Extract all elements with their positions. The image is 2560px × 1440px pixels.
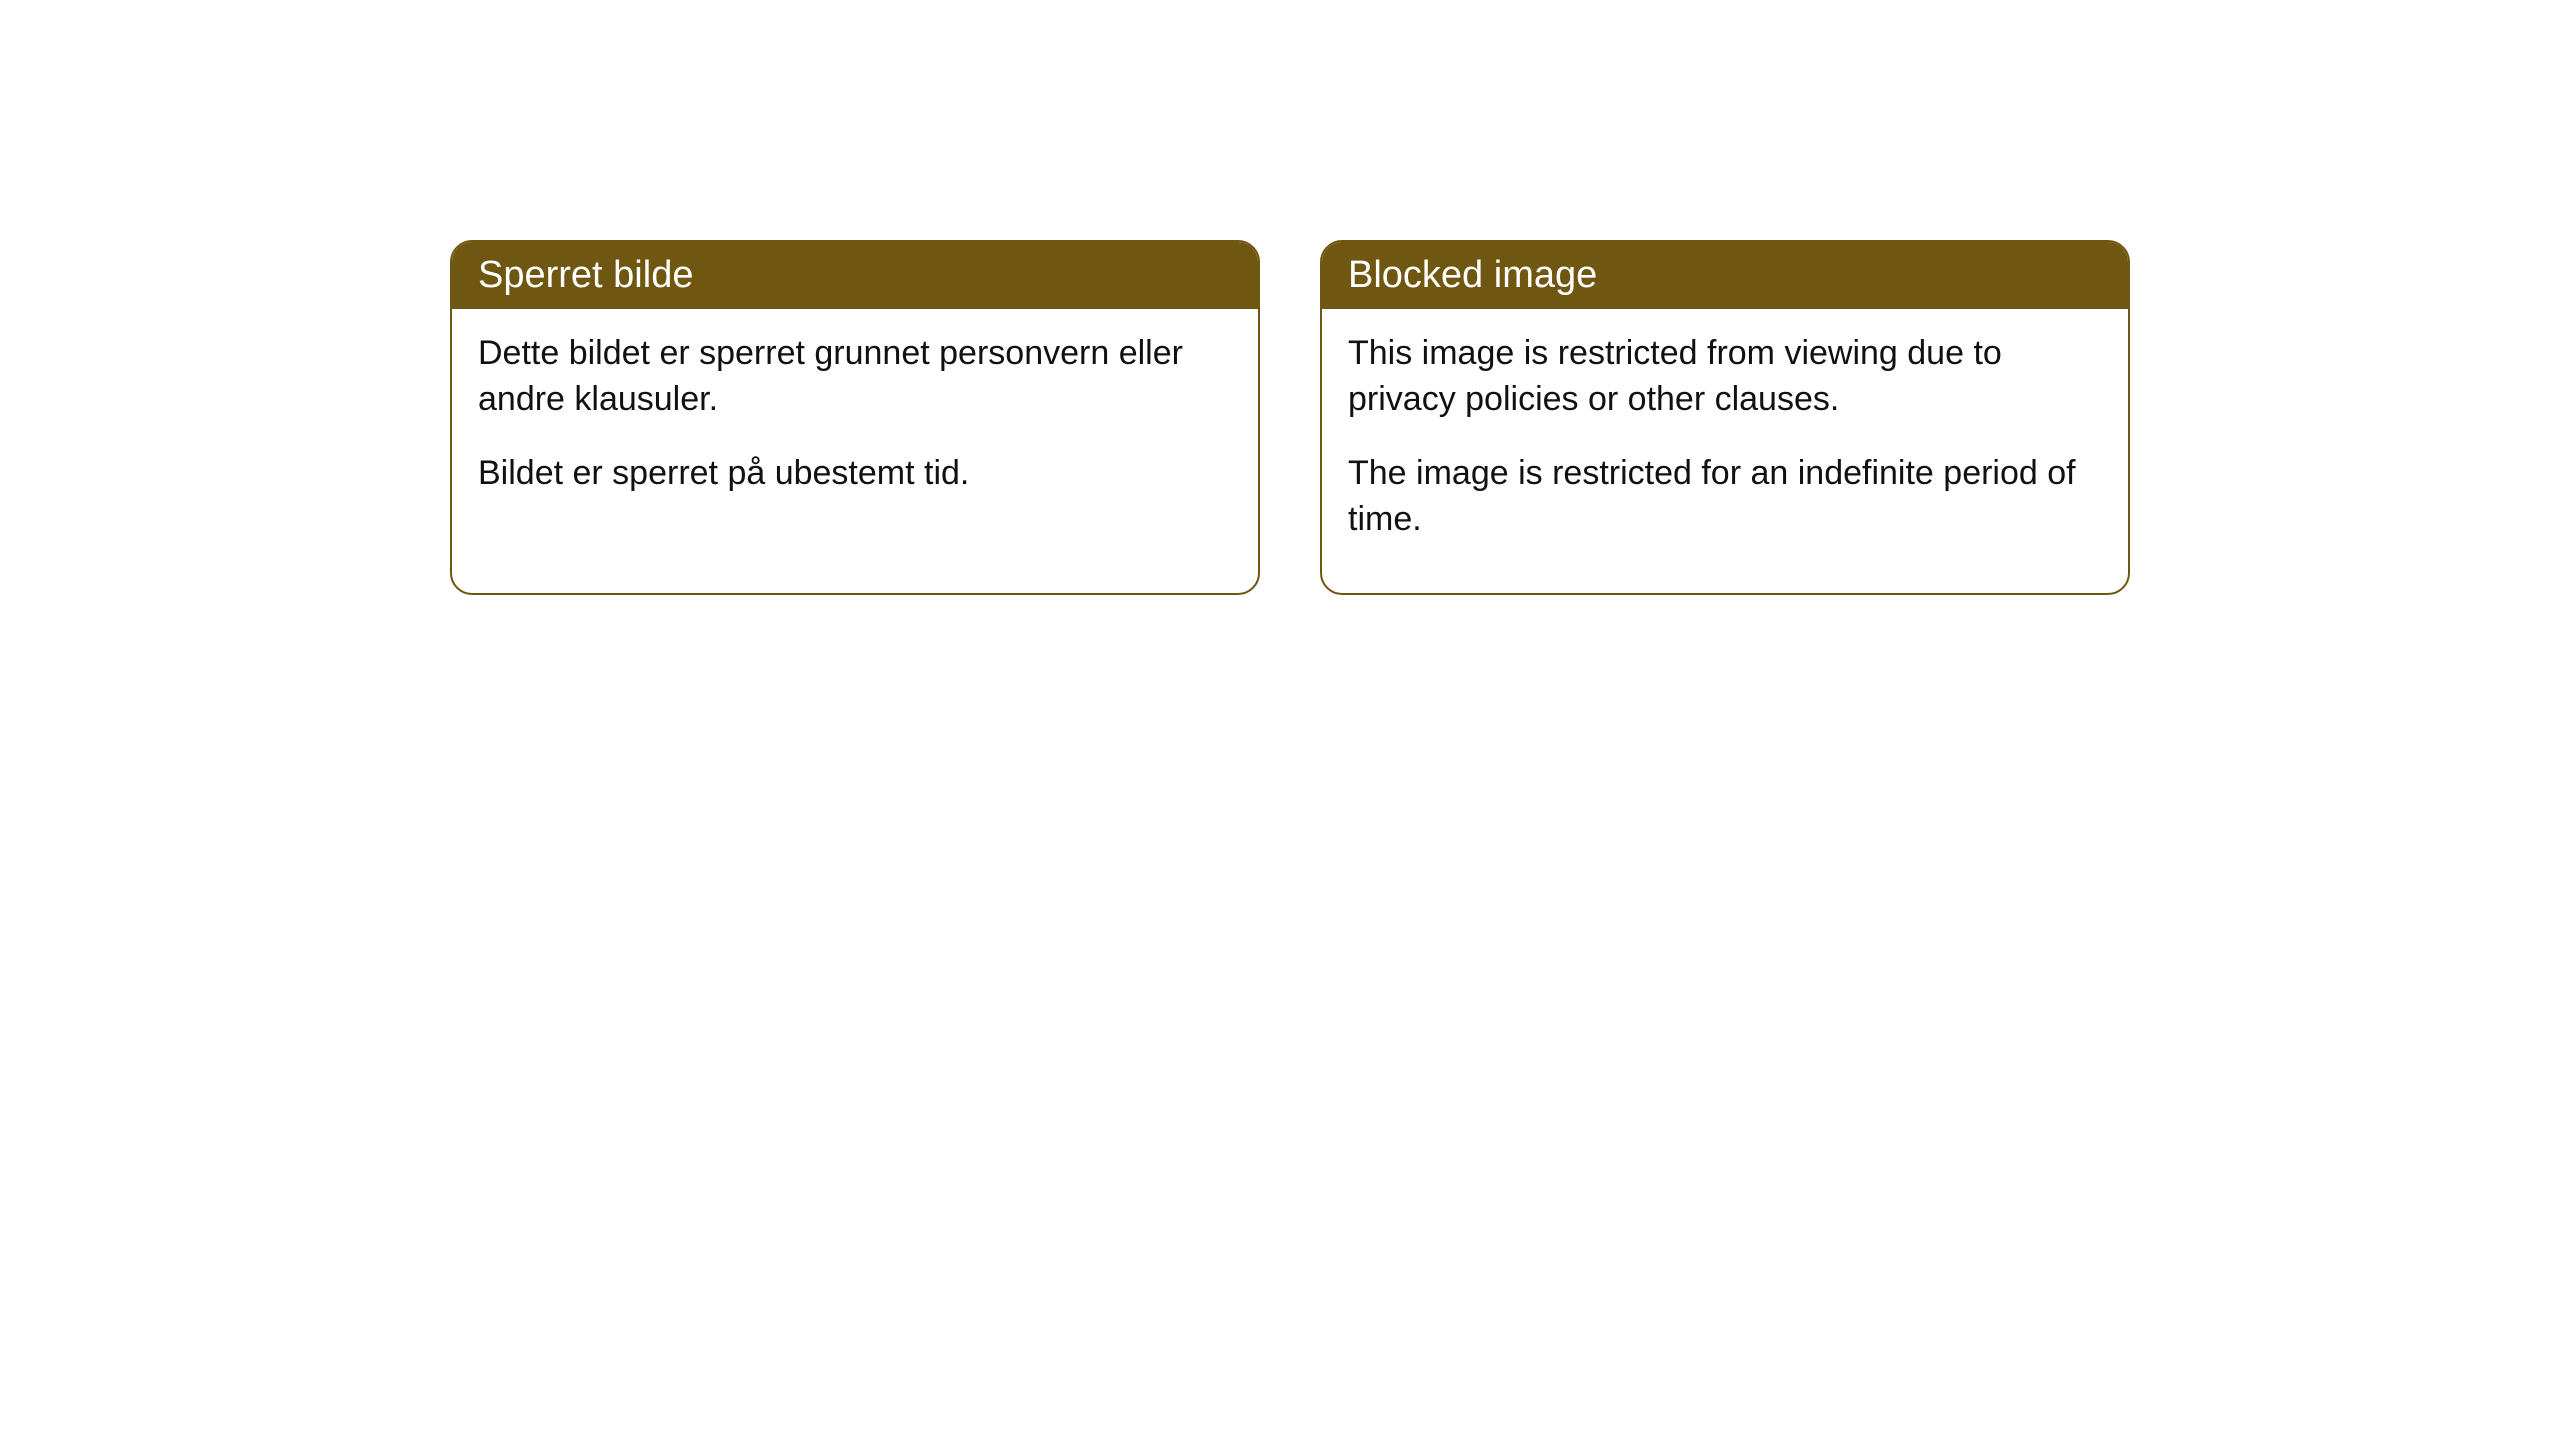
card-paragraph: Bildet er sperret på ubestemt tid. xyxy=(478,451,1232,497)
card-body: Dette bildet er sperret grunnet personve… xyxy=(452,309,1258,547)
notice-card-english: Blocked image This image is restricted f… xyxy=(1320,240,2130,595)
notice-card-norwegian: Sperret bilde Dette bildet er sperret gr… xyxy=(450,240,1260,595)
card-paragraph: Dette bildet er sperret grunnet personve… xyxy=(478,331,1232,423)
card-paragraph: The image is restricted for an indefinit… xyxy=(1348,451,2102,543)
notice-cards-container: Sperret bilde Dette bildet er sperret gr… xyxy=(450,240,2130,595)
card-header: Sperret bilde xyxy=(452,242,1258,309)
card-body: This image is restricted from viewing du… xyxy=(1322,309,2128,593)
card-header: Blocked image xyxy=(1322,242,2128,309)
card-paragraph: This image is restricted from viewing du… xyxy=(1348,331,2102,423)
